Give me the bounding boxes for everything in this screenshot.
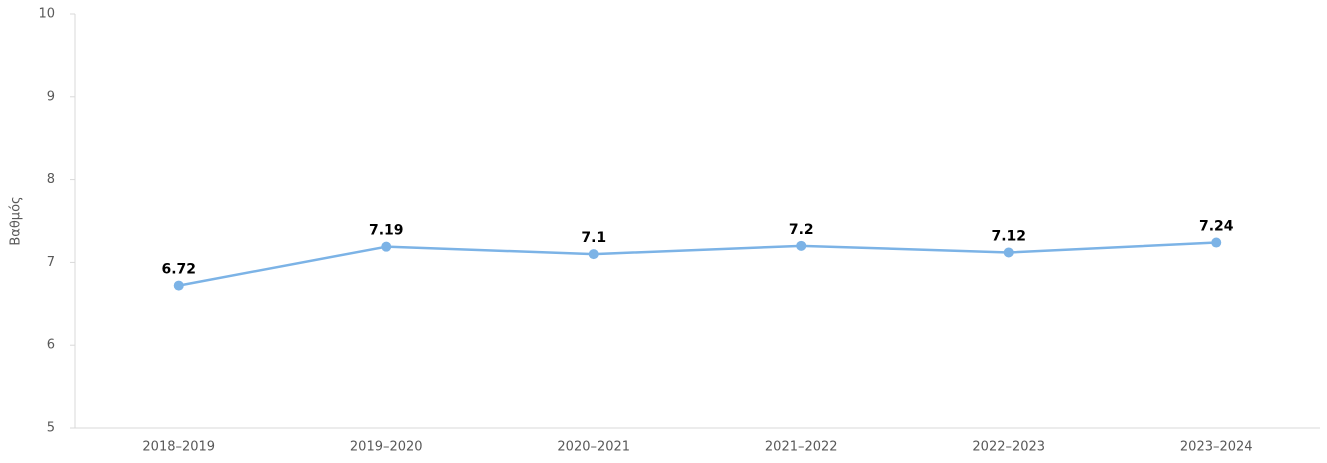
y-tick-label: 6 bbox=[47, 338, 55, 353]
data-point bbox=[381, 241, 392, 252]
x-tick-label: 2023–2024 bbox=[1180, 440, 1253, 455]
data-label: 7.2 bbox=[789, 222, 814, 238]
data-point bbox=[173, 280, 184, 291]
data-point bbox=[588, 249, 599, 260]
x-tick-label: 2021–2022 bbox=[765, 440, 838, 455]
data-point bbox=[796, 240, 807, 251]
y-axis-label: Βαθμός bbox=[9, 196, 24, 245]
y-tick-label: 5 bbox=[47, 421, 55, 436]
y-tick-label: 7 bbox=[47, 255, 55, 270]
data-point bbox=[1003, 247, 1014, 258]
x-tick-label: 2018–2019 bbox=[142, 440, 215, 455]
series-line bbox=[178, 241, 1217, 287]
data-label: 7.19 bbox=[369, 223, 404, 239]
y-tick-label: 8 bbox=[47, 172, 55, 187]
data-point bbox=[1211, 237, 1222, 248]
x-tick-label: 2020–2021 bbox=[557, 440, 630, 455]
x-tick-label: 2022–2023 bbox=[972, 440, 1045, 455]
data-label: 6.72 bbox=[161, 262, 196, 278]
data-label: 7.1 bbox=[581, 230, 606, 246]
y-tick-label: 9 bbox=[47, 89, 55, 104]
x-tick-label: 2019–2020 bbox=[350, 440, 423, 455]
data-label: 7.24 bbox=[1199, 219, 1234, 235]
data-label: 7.12 bbox=[991, 228, 1026, 244]
y-tick-label: 10 bbox=[38, 7, 55, 22]
